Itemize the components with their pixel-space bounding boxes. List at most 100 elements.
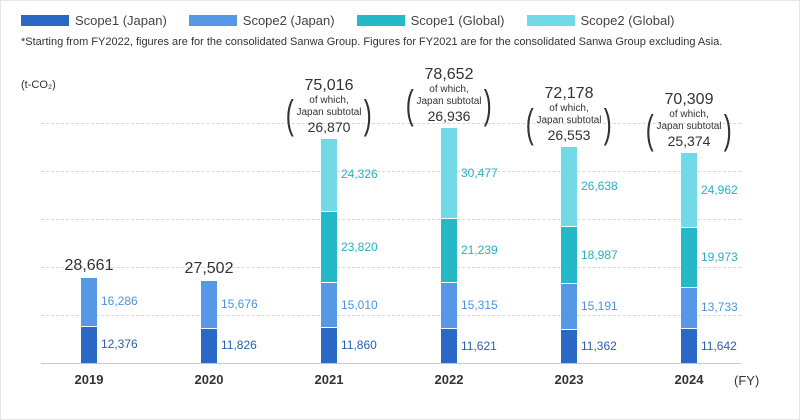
data-label: 18,987	[581, 247, 618, 262]
legend-item: Scope1 (Global)	[356, 13, 505, 28]
bar-segment	[81, 326, 97, 363]
total-label: 70,309(of which, Japan subtotal 25,374)	[643, 91, 735, 150]
chart-note: *Starting from FY2022, figures are for t…	[21, 36, 723, 48]
japan-subtotal: of which, Japan subtotal 25,374	[656, 109, 721, 150]
gridline	[41, 123, 741, 124]
bar-segment	[681, 153, 697, 227]
bar-segment	[321, 138, 337, 211]
subtotal-caption: Japan subtotal	[656, 121, 722, 133]
open-paren: (	[285, 93, 294, 138]
total-value: 78,652	[424, 66, 474, 84]
data-label: 11,362	[581, 338, 617, 353]
total-label: 78,652(of which, Japan subtotal 26,936)	[403, 66, 495, 125]
data-label: 21,239	[461, 243, 498, 258]
data-label: 19,973	[701, 249, 738, 264]
subtotal-caption: of which,	[429, 84, 469, 96]
subtotal-caption: of which,	[309, 94, 349, 106]
close-paren: )	[484, 82, 493, 127]
bar-segment	[321, 283, 337, 328]
subtotal-value: 26,870	[307, 118, 351, 135]
bar-segment	[201, 281, 217, 328]
subtotal-caption: of which,	[669, 109, 709, 121]
subtotal-caption: Japan subtotal	[536, 115, 602, 127]
data-label: 15,010	[341, 297, 378, 312]
total-value: 75,016	[304, 76, 354, 94]
bar-segment	[561, 329, 577, 363]
x-tick-label: 2021	[314, 372, 344, 387]
legend-swatch	[526, 15, 575, 26]
data-label: 15,676	[221, 297, 258, 311]
data-label: 11,826	[221, 338, 257, 353]
x-axis-unit: (FY)	[734, 373, 760, 388]
data-label: 15,315	[461, 298, 498, 313]
japan-subtotal: of which, Japan subtotal 26,936	[416, 84, 481, 125]
bar-segment	[681, 329, 697, 363]
subtotal-caption: Japan subtotal	[296, 106, 362, 118]
gridline	[41, 315, 741, 316]
bar-segment	[441, 283, 457, 329]
legend-label: Scope2 (Global)	[580, 13, 675, 28]
subtotal-caption: Japan subtotal	[416, 96, 482, 108]
data-label: 23,820	[341, 239, 378, 254]
japan-subtotal: of which, Japan subtotal 26,870	[296, 95, 361, 136]
total-label: 72,178 ( of which, Japan subtotal 26,553)	[523, 85, 615, 144]
close-paren: )	[364, 93, 373, 138]
subtotal-value: 25,374	[667, 133, 711, 150]
open-paren: (	[525, 101, 534, 146]
y-axis-unit: (t-CO₂)	[21, 79, 56, 91]
legend-label: Scope1 (Japan)	[75, 13, 167, 28]
bar-segment	[561, 147, 577, 227]
gridline	[41, 267, 741, 268]
bar-segment	[321, 211, 337, 283]
total-value: 70,309	[664, 91, 714, 109]
subtotal-value: 26,553	[547, 127, 591, 144]
legend-label: Scope2 (Japan)	[242, 13, 335, 28]
bar-segment	[561, 227, 577, 284]
bar-segment	[681, 287, 697, 329]
data-label: 30,477	[461, 165, 498, 180]
bar-segment	[441, 329, 457, 363]
x-tick-label: 2019	[74, 372, 104, 387]
data-label: 11,642	[701, 338, 737, 353]
gridline	[41, 219, 741, 220]
total-label: 75,016(of which, Japan subtotal 26,870)	[283, 77, 375, 136]
bar-segment	[201, 328, 217, 363]
bar-segment	[321, 328, 337, 363]
open-paren: (	[405, 82, 414, 127]
total-label: 27,502	[185, 260, 234, 278]
bar-segment	[441, 128, 457, 219]
data-label: 13,733	[701, 300, 738, 315]
bar-segment	[81, 278, 97, 326]
legend-item: Scope2 (Japan)	[188, 13, 335, 28]
legend-swatch	[21, 15, 69, 26]
x-tick-label: 2022	[434, 372, 464, 387]
x-tick-label: 2024	[674, 372, 704, 387]
data-label: 24,962	[701, 182, 738, 197]
total-value: 72,178	[544, 85, 594, 103]
data-label: 24,326	[341, 167, 378, 182]
data-label: 16,286	[101, 294, 138, 309]
bar-segment	[681, 227, 697, 287]
close-paren: )	[604, 101, 613, 146]
subtotal-value: 26,936	[427, 108, 471, 125]
total-value: 27,502	[184, 260, 234, 278]
open-paren: (	[645, 107, 654, 152]
total-label: 28,661	[65, 257, 114, 275]
legend-swatch	[356, 15, 405, 26]
data-label: 12,376	[101, 337, 138, 352]
data-label: 11,621	[461, 338, 497, 353]
legend-swatch	[188, 15, 237, 26]
x-tick-label: 2020	[194, 372, 224, 387]
legend-item: Scope2 (Global)	[526, 13, 675, 28]
close-paren: )	[724, 107, 733, 152]
total-value: 28,661	[64, 257, 114, 274]
legend-label: Scope1 (Global)	[410, 13, 505, 28]
x-tick-label: 2023	[554, 372, 584, 387]
bar-segment	[441, 219, 457, 283]
data-label: 11,860	[341, 338, 377, 353]
data-label: 26,638	[581, 179, 618, 194]
gridline	[41, 171, 741, 172]
subtotal-caption: of which,	[549, 103, 589, 115]
legend: Scope1 (Japan) Scope2 (Japan) Scope1 (Gl…	[21, 13, 674, 28]
